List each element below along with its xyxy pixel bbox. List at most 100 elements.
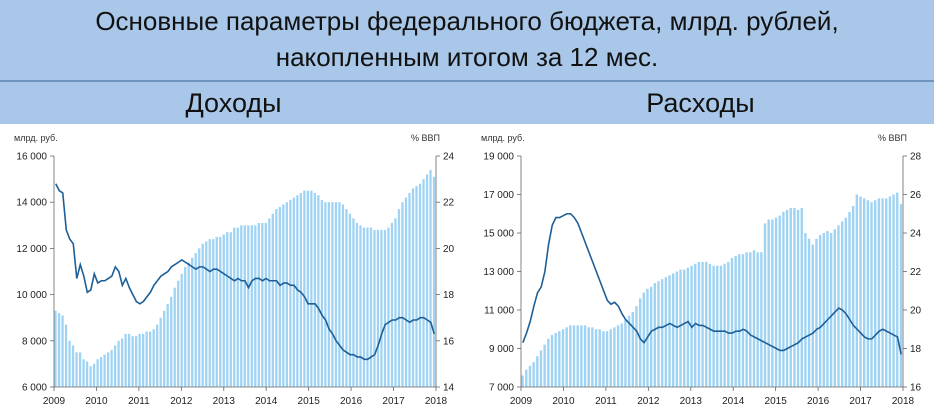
- bar: [338, 202, 341, 387]
- bar: [268, 218, 271, 387]
- bar: [275, 209, 278, 387]
- bar: [380, 229, 383, 387]
- right-axis-unit-label: % ВВП: [878, 133, 907, 143]
- bar: [829, 233, 833, 387]
- bar: [528, 365, 532, 387]
- bar: [815, 238, 818, 387]
- bar: [408, 192, 411, 387]
- left-tick-label: 17 000: [483, 190, 514, 201]
- bar: [598, 329, 601, 387]
- bar: [525, 369, 528, 387]
- bar: [85, 361, 89, 387]
- bar: [660, 279, 664, 387]
- left-tick-label: 6 000: [22, 383, 47, 394]
- bar: [694, 263, 697, 387]
- bar: [313, 192, 317, 387]
- left-tick-label: 16 000: [16, 152, 47, 163]
- bar: [727, 261, 730, 388]
- bar: [156, 324, 159, 387]
- x-tick-label: 2009: [510, 396, 533, 407]
- left-tick-label: 11 000: [484, 306, 514, 317]
- right-tick-label: 20: [910, 306, 922, 317]
- bar: [243, 225, 246, 387]
- bar: [752, 250, 756, 387]
- left-tick-label: 8 000: [22, 336, 47, 347]
- page-title-line2: накопленным итогом за 12 мес.: [275, 42, 659, 72]
- right-axis-unit-label: % ВВП: [411, 133, 440, 143]
- bar: [264, 222, 267, 387]
- bar: [250, 225, 253, 387]
- bar: [219, 236, 222, 387]
- x-tick-label: 2014: [722, 396, 745, 407]
- bar: [822, 233, 825, 387]
- bar: [296, 195, 299, 387]
- bar: [561, 329, 565, 387]
- bar: [180, 273, 183, 387]
- bar: [352, 218, 355, 387]
- bar: [369, 227, 373, 387]
- bar: [236, 227, 239, 387]
- bar: [767, 219, 770, 387]
- bar: [187, 262, 190, 387]
- bar: [866, 200, 870, 387]
- bar: [362, 227, 366, 387]
- bar: [855, 194, 859, 387]
- bar: [877, 198, 881, 387]
- bar: [679, 269, 682, 387]
- revenue-chart-title: Доходы: [185, 88, 282, 118]
- bar: [117, 340, 120, 387]
- bar: [712, 265, 715, 387]
- bar: [818, 234, 822, 387]
- title-band: Основные параметры федерального бюджета,…: [0, 0, 934, 82]
- bar: [771, 219, 774, 387]
- bar: [215, 236, 218, 387]
- bar: [373, 229, 376, 387]
- left-tick-label: 19 000: [483, 152, 514, 163]
- bar: [292, 197, 295, 387]
- bar: [71, 345, 75, 387]
- bar: [432, 176, 436, 387]
- bar: [826, 231, 829, 387]
- bar: [896, 192, 899, 387]
- x-tick-label: 2012: [637, 396, 660, 407]
- bar: [131, 336, 134, 387]
- bar: [550, 335, 554, 387]
- right-tick-label: 14: [443, 383, 455, 394]
- x-tick-label: 2015: [765, 396, 788, 407]
- bar: [716, 265, 719, 387]
- right-tick-label: 22: [910, 267, 922, 278]
- x-tick-label: 2017: [849, 396, 872, 407]
- bar: [390, 222, 394, 387]
- bar: [324, 202, 327, 387]
- bar: [833, 229, 836, 387]
- bar: [170, 296, 173, 387]
- bar: [425, 174, 429, 387]
- bar: [609, 329, 612, 387]
- bar: [668, 275, 671, 387]
- bar: [730, 258, 734, 387]
- bar: [57, 313, 61, 387]
- bar: [317, 195, 320, 387]
- bar: [719, 265, 723, 387]
- x-tick-label: 2018: [425, 396, 448, 407]
- bar: [152, 329, 155, 387]
- bar: [580, 325, 583, 387]
- bar: [796, 209, 800, 387]
- bar: [331, 202, 334, 387]
- expense-subhead: Расходы: [467, 82, 934, 124]
- bar: [222, 234, 225, 387]
- bar: [675, 271, 679, 387]
- bar: [532, 361, 535, 387]
- bar: [848, 211, 851, 387]
- bar: [844, 217, 848, 387]
- bar: [789, 207, 792, 387]
- bar: [138, 333, 141, 387]
- bar: [859, 196, 862, 387]
- bar: [774, 217, 778, 387]
- bar: [99, 356, 103, 387]
- bar: [205, 241, 208, 387]
- x-tick-label: 2012: [170, 396, 193, 407]
- bar: [163, 310, 166, 387]
- bar: [741, 254, 745, 387]
- bar: [745, 252, 748, 387]
